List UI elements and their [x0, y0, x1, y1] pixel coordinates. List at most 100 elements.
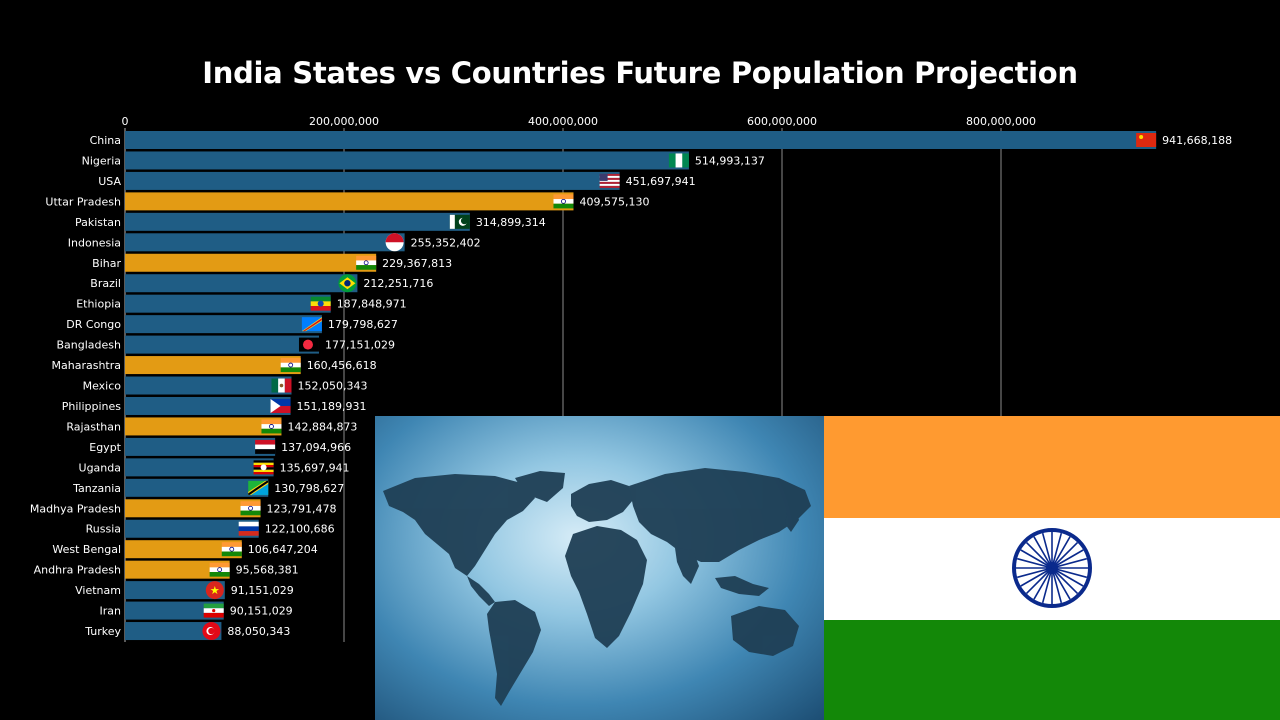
value-label: 88,050,343 — [227, 625, 290, 638]
bar-row: Mexico 152,050,343 — [83, 376, 367, 395]
category-label: Iran — [100, 605, 122, 618]
bar-row: Maharashtra 160,456,618 — [52, 356, 377, 375]
uganda-flag-icon — [253, 460, 274, 475]
value-label: 95,568,381 — [236, 564, 299, 577]
category-label: Bangladesh — [57, 339, 122, 352]
axis-layer: 0 200,000,000 400,000,000 600,000,000 800,00… — [122, 115, 1036, 128]
world-map-panel — [375, 416, 824, 720]
chakra-spoke — [1051, 567, 1071, 600]
bar-row: Iran 90,151,029 — [100, 601, 293, 620]
bar — [125, 601, 224, 620]
value-label: 941,668,188 — [1162, 134, 1232, 147]
bar — [125, 540, 242, 559]
category-label: Mexico — [83, 380, 122, 393]
value-label: 106,647,204 — [248, 543, 318, 556]
indonesia-flag-icon — [385, 233, 404, 252]
chakra-spoke — [1051, 533, 1063, 569]
bar-row: Uganda 135,697,941 — [79, 458, 350, 477]
bar — [125, 376, 292, 395]
bar — [125, 253, 377, 272]
category-label: Egypt — [89, 441, 121, 454]
flag-saffron-stripe — [824, 416, 1280, 518]
bar-row: Philippines 151,189,931 — [62, 396, 367, 415]
bar — [125, 171, 620, 190]
x-tick-label: 0 — [122, 115, 129, 128]
category-label: USA — [98, 175, 121, 188]
bar-row: Rajasthan 142,884,873 — [66, 417, 357, 436]
india-flag-icon — [824, 416, 1280, 720]
value-label: 514,993,137 — [695, 154, 765, 167]
chakra-spoke — [1025, 541, 1053, 569]
chakra-spoke — [1051, 567, 1063, 603]
x-tick-label: 200,000,000 — [309, 115, 379, 128]
category-label: Maharashtra — [52, 359, 122, 372]
chakra-spoke — [1051, 549, 1084, 569]
bar — [125, 458, 274, 477]
bar-row: Bihar 229,367,813 — [92, 253, 452, 272]
bar-row: Russia 122,100,686 — [86, 519, 335, 538]
bar-row: China 941,668,188 — [90, 131, 1232, 149]
flag-green-stripe — [824, 620, 1280, 720]
bar — [125, 622, 222, 641]
value-label: 255,352,402 — [411, 236, 481, 249]
pakistan-flag-icon — [449, 214, 470, 229]
bar — [125, 356, 301, 375]
category-label: Brazil — [90, 277, 121, 290]
category-label: West Bengal — [52, 543, 121, 556]
chakra-spoke — [1041, 533, 1053, 569]
india-flag-icon — [209, 562, 230, 577]
value-label: 179,798,627 — [328, 318, 398, 331]
category-label: Philippines — [62, 400, 122, 413]
category-label: China — [90, 134, 121, 147]
chakra-spoke — [1033, 567, 1053, 600]
chakra-spoke — [1051, 567, 1079, 595]
bar — [125, 212, 470, 231]
value-label: 314,899,314 — [476, 216, 546, 229]
chakra-spoke — [1051, 536, 1071, 569]
category-label: Bihar — [92, 257, 121, 270]
bar — [125, 151, 689, 170]
value-label: 409,575,130 — [579, 195, 649, 208]
value-label: 130,798,627 — [274, 482, 344, 495]
india-flag-icon — [221, 542, 242, 557]
chakra-spoke — [1025, 567, 1053, 595]
category-label: Russia — [86, 523, 121, 536]
iran-flag-icon — [203, 603, 224, 618]
bar — [125, 335, 319, 354]
philippines-flag-icon — [270, 398, 291, 413]
india-flag-icon — [240, 501, 261, 516]
x-tick-label: 800,000,000 — [966, 115, 1036, 128]
nigeria-flag-icon — [668, 153, 689, 168]
svg-text:★: ★ — [210, 585, 220, 597]
chakra-spoke — [1017, 567, 1053, 579]
bars-layer: China 941,668,188 Nigeria 514,993,137 USA 451… — [30, 131, 1232, 641]
value-label: 152,050,343 — [297, 380, 367, 393]
value-label: 90,151,029 — [230, 605, 293, 618]
bar — [125, 499, 261, 518]
value-label: 137,094,966 — [281, 441, 351, 454]
value-label: 212,251,716 — [363, 277, 433, 290]
russia-flag-icon — [238, 521, 259, 536]
bar-row: Nigeria 514,993,137 — [82, 151, 765, 170]
category-label: Tanzania — [72, 482, 121, 495]
bar-row: Indonesia 255,352,402 — [68, 233, 481, 252]
bar-row: Pakistan 314,899,314 — [75, 212, 546, 231]
category-label: Uttar Pradesh — [45, 195, 121, 208]
bar — [125, 233, 405, 252]
value-label: 151,189,931 — [297, 400, 367, 413]
chakra-spoke — [1051, 567, 1087, 579]
category-label: Andhra Pradesh — [34, 564, 121, 577]
usa-flag-icon — [599, 173, 620, 188]
bar — [125, 581, 225, 600]
chakra-spoke — [1051, 541, 1079, 569]
category-label: Nigeria — [82, 154, 121, 167]
drcongo-flag-icon — [301, 317, 322, 332]
tanzania-flag-icon — [248, 480, 269, 495]
brazil-flag-icon — [338, 274, 357, 293]
bar-row: USA 451,697,941 — [98, 171, 696, 190]
value-label: 229,367,813 — [382, 257, 452, 270]
bar-row: DR Congo 179,798,627 — [66, 315, 398, 334]
egypt-flag-icon — [255, 439, 276, 454]
